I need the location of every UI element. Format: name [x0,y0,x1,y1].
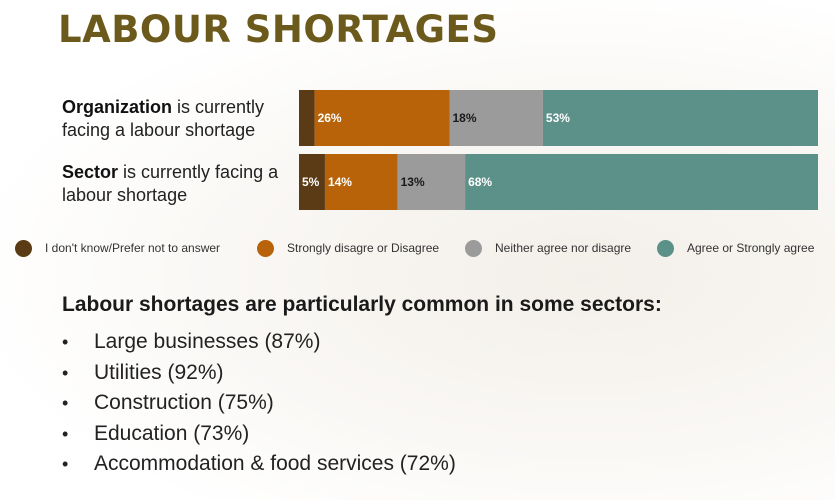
bar-segment-0-0 [299,90,315,146]
bullet-dot: • [62,454,69,474]
legend-label: Strongly disagre or Disagree [287,241,440,255]
bullet-item: • Education (73%) [62,420,456,451]
bar-data-label: 53% [546,111,570,125]
legend-swatch-agree [657,239,674,257]
sector-subheading: Labour shortages are particularly common… [62,293,662,316]
bullet-item: • Utilities (92%) [62,359,456,390]
bar-data-label: 14% [328,175,352,189]
bullet-dot: • [62,332,69,352]
legend-swatch-disagree [257,239,274,257]
category-label-sector: Sector is currently facing a labour shor… [62,161,292,207]
bullet-dot: • [62,423,69,444]
chart-legend: I don't know/Prefer not to answer Strong… [15,237,830,259]
bar-data-label: 26% [318,111,342,125]
legend-label: Agree or Strongly agree [687,241,815,255]
category-label-rest: is currently facing a labour shortage [62,97,265,140]
bullet-item: • Accommodation & food services (72%) [62,450,456,481]
bar-segment-0-3 [542,90,818,146]
bar-segment-1-2 [397,154,466,210]
category-label-bold: Organization [62,97,173,117]
bar-segment-1-0 [299,154,325,210]
category-label-bold: Sector [62,162,119,182]
bar-data-label: 18% [453,111,477,125]
bullet-dot: • [62,393,69,413]
legend-item: Neither agree nor disagre [465,237,631,259]
stacked-bar-chart: 26% 18% 53% 5% 14% 13% 68% [299,90,818,210]
bar-data-label: 5% [302,175,320,189]
bar-data-label: 68% [468,175,492,189]
category-label-rest: is currently facing a labour shortage [62,162,279,205]
bullet-text: Accommodation & food services (72%) [94,452,456,475]
bullet-item: • Large businesses (87%) [62,328,456,359]
legend-item: Strongly disagre or Disagree [257,237,439,259]
bar-segment-0-2 [449,90,543,146]
legend-label: Neither agree nor disagre [495,241,632,255]
bullet-text: Education (73%) [94,421,250,445]
bar-segment-0-1 [314,90,450,146]
slide-title: LABOUR SHORTAGES [58,8,499,51]
bar-data-label: 13% [401,175,425,189]
bullet-text: Large businesses (87%) [94,330,321,353]
bullet-dot: • [62,362,69,383]
legend-swatch-neither [465,239,482,257]
category-label-organization: Organization is currently facing a labou… [62,96,292,142]
legend-label: I don't know/Prefer not to answer [45,241,221,255]
legend-swatch-dontknow [15,239,32,257]
bar-segment-1-1 [324,154,398,210]
legend-item: Agree or Strongly agree [657,237,814,259]
bullet-text: Construction (75%) [94,391,274,414]
legend-item: I don't know/Prefer not to answer [15,237,220,259]
bullet-text: Utilities (92%) [94,360,224,384]
sector-bullet-list: • Large businesses (87%) • Utilities (92%)… [62,328,456,481]
bar-segment-1-3 [465,154,818,210]
bullet-item: • Construction (75%) [62,389,456,420]
